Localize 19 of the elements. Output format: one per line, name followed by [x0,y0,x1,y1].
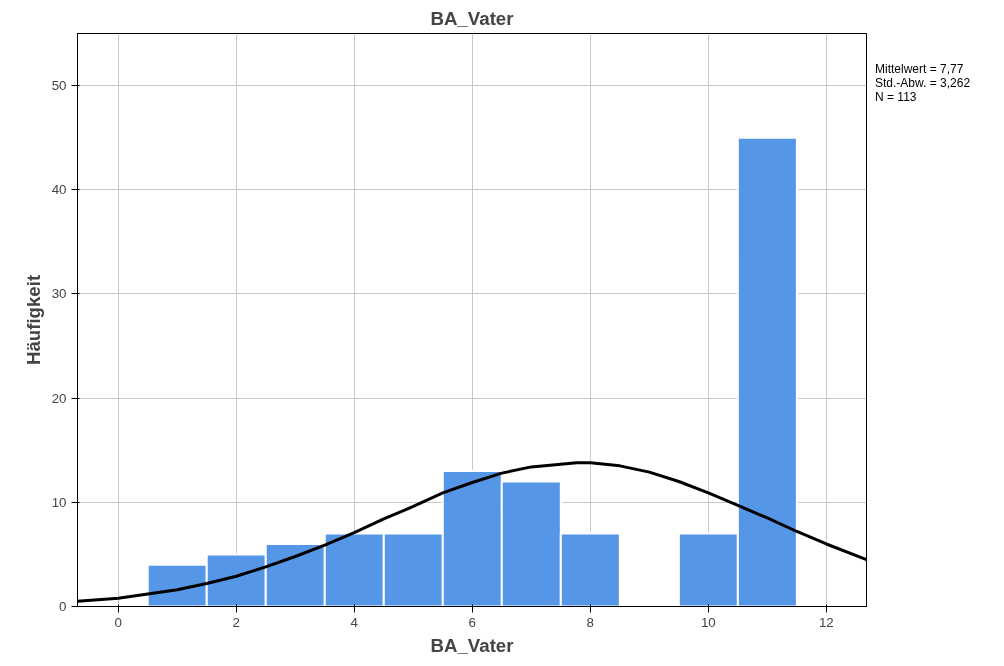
y-tick-label: 30 [51,286,67,302]
x-axis-title: BA_Vater [430,634,514,656]
x-tick-label: 8 [586,614,595,630]
y-tick-label: 10 [51,494,67,510]
x-tick-label: 4 [350,614,359,630]
y-axis-title: Häufigkeit [22,274,44,366]
y-tick-label: 40 [51,182,67,198]
text: N = 113 [875,90,917,104]
x-tick-label: 6 [468,614,477,630]
chart-title: BA_Vater [430,7,514,29]
y-tick-label: 20 [51,390,67,406]
x-tick-label: 10 [700,614,716,630]
text: Std.-Abw. = 3,262 [875,76,971,90]
y-tick-label: 50 [51,78,67,94]
x-tick-label: 2 [232,614,240,630]
y-tick-label: 0 [59,599,67,614]
text: Mittelwert = 7,77 [875,62,964,76]
x-tick-label: 12 [818,614,834,630]
x-tick-label: 0 [114,614,122,630]
